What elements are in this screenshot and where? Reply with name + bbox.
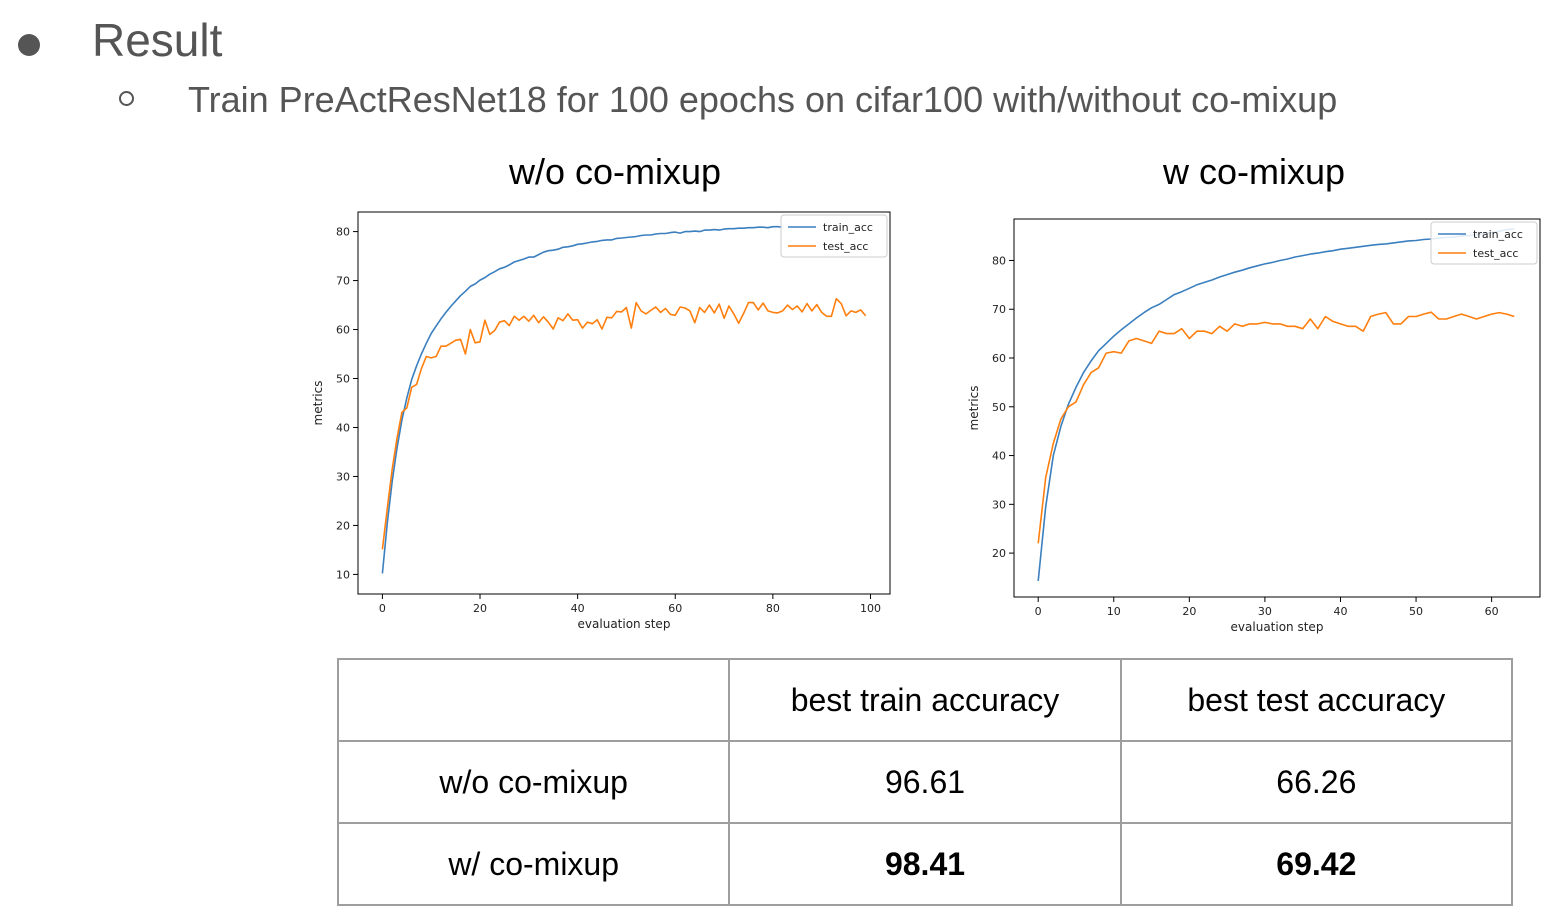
results-table: best train accuracy best test accuracy w…	[336, 658, 1514, 906]
x-tick-label: 20	[1182, 605, 1196, 618]
slide-subheading: Train PreActResNet18 for 100 epochs on c…	[188, 79, 1338, 120]
series-line-test-acc	[381, 297, 867, 550]
x-tick-label: 50	[1409, 605, 1423, 618]
x-tick-label: 40	[1333, 605, 1347, 618]
table-header-row: best train accuracy best test accuracy	[336, 658, 1514, 742]
table-header-cell: best test accuracy	[1119, 658, 1514, 742]
chart-without-comixup: 0 20 40 60 80 100 10 20 30 40 50 60 70 80 evaluation s…	[311, 211, 891, 631]
row-label-cell: w/ co-mixup	[336, 822, 731, 906]
x-tick-label: 10	[1107, 605, 1121, 618]
x-axis-label: evaluation step	[1231, 620, 1324, 634]
slide-heading: Result	[92, 14, 223, 66]
legend-label: train_acc	[1473, 228, 1523, 241]
y-tick-label: 70	[336, 275, 350, 288]
chart-title-with-comixup: w co-mixup	[1162, 151, 1346, 192]
test-accuracy-cell: 69.42	[1119, 822, 1514, 906]
x-tick-label: 20	[473, 602, 487, 615]
y-tick-label: 40	[336, 421, 350, 434]
x-axis-label: evaluation step	[578, 617, 671, 631]
y-tick-label: 30	[336, 470, 350, 483]
y-tick-label: 20	[992, 547, 1006, 560]
train-accuracy-cell: 98.41	[728, 822, 1122, 906]
x-tick-label: 0	[379, 602, 386, 615]
series-line-train-acc	[381, 225, 783, 574]
legend-label: train_acc	[823, 221, 873, 234]
chart-with-comixup: 0 10 20 30 40 50 60 20 30 40 50 60 70 80 evaluation st…	[967, 218, 1541, 634]
table-row: w/o co-mixup 96.61 66.26	[336, 740, 1514, 824]
test-accuracy-cell: 66.26	[1119, 740, 1514, 824]
row-label-cell: w/o co-mixup	[336, 740, 731, 824]
table-header-cell: best train accuracy	[728, 658, 1122, 742]
x-tick-label: 30	[1258, 605, 1272, 618]
train-accuracy-cell: 96.61	[728, 740, 1122, 824]
x-tick-label: 80	[766, 602, 780, 615]
plot-frame	[1013, 218, 1541, 598]
plot-frame	[357, 211, 891, 595]
y-tick-label: 60	[336, 324, 350, 337]
legend-label: test_acc	[823, 240, 868, 253]
bullet-dot-icon	[18, 34, 40, 56]
series-line-train-acc	[1037, 228, 1515, 581]
x-tick-label: 100	[860, 602, 881, 615]
x-tick-label: 60	[668, 602, 682, 615]
y-axis-label: metrics	[311, 381, 325, 426]
y-tick-label: 80	[992, 254, 1006, 267]
x-tick-label: 40	[571, 602, 585, 615]
legend-label: test_acc	[1473, 247, 1518, 260]
y-tick-label: 40	[992, 450, 1006, 463]
y-tick-label: 50	[336, 373, 350, 386]
chart-title-without-comixup: w/o co-mixup	[508, 151, 722, 192]
table-row: w/ co-mixup 98.41 69.42	[336, 822, 1514, 906]
x-tick-label: 0	[1035, 605, 1042, 618]
y-tick-label: 20	[336, 519, 350, 532]
table-header-cell	[336, 658, 731, 742]
y-tick-label: 60	[992, 352, 1006, 365]
y-axis-label: metrics	[967, 386, 981, 431]
y-tick-label: 80	[336, 226, 350, 239]
y-tick-label: 70	[992, 303, 1006, 316]
y-tick-label: 50	[992, 401, 1006, 414]
x-tick-label: 60	[1485, 605, 1499, 618]
series-line-test-acc	[1037, 311, 1515, 544]
bullet-circle-icon	[119, 91, 134, 106]
y-tick-label: 10	[336, 568, 350, 581]
y-tick-label: 30	[992, 498, 1006, 511]
